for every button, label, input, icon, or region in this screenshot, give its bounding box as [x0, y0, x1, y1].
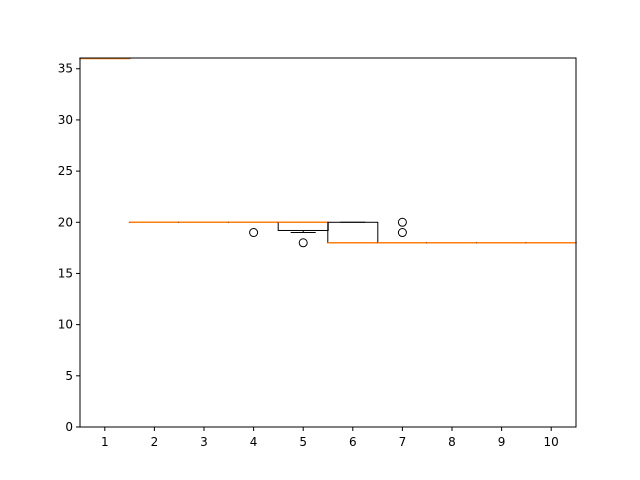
- y-tick-label: 25: [58, 164, 73, 178]
- box-4: [228, 221, 280, 238]
- y-tick-label: 35: [58, 62, 73, 76]
- x-tick-label: 7: [399, 435, 407, 449]
- flier-point: [397, 228, 407, 238]
- plot-frame: [79, 57, 577, 428]
- y-axis: 0 5 10 15 20 25 30 35: [58, 62, 80, 434]
- box-6: [327, 221, 379, 244]
- y-tick-label: 10: [58, 318, 73, 332]
- x-tick-label: 1: [101, 435, 109, 449]
- x-tick-label: 6: [349, 435, 357, 449]
- flier-point: [397, 217, 407, 227]
- x-axis: 1 2 3 4 5 6 7 8 9 10: [101, 427, 559, 449]
- y-tick-label: 0: [65, 420, 73, 434]
- x-tick-label: 8: [448, 435, 456, 449]
- box-body: [327, 221, 379, 244]
- x-tick-label: 2: [151, 435, 159, 449]
- box-body: [277, 221, 329, 231]
- x-tick-label: 5: [299, 435, 307, 449]
- y-tick-label: 15: [58, 266, 73, 280]
- x-tick-label: 3: [200, 435, 208, 449]
- y-tick-label: 5: [65, 369, 73, 383]
- flier-point: [249, 228, 259, 238]
- plot-marks: [79, 57, 577, 248]
- x-tick-label: 10: [544, 435, 559, 449]
- x-tick-label: 9: [498, 435, 506, 449]
- x-tick-label: 4: [250, 435, 258, 449]
- y-tick-label: 20: [58, 215, 73, 229]
- y-tick-label: 30: [58, 113, 73, 127]
- box-5: [277, 221, 329, 248]
- box-7: [376, 217, 428, 244]
- flier-point: [298, 238, 308, 248]
